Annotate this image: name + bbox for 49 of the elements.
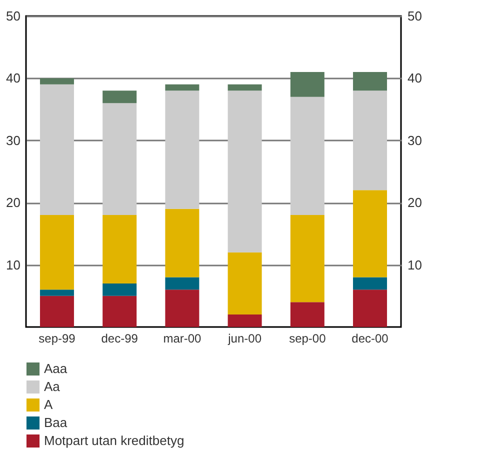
bar — [228, 84, 262, 91]
bar — [353, 72, 388, 91]
y-tick-label: 40 — [6, 70, 20, 86]
legend-label: Aaa — [44, 361, 68, 376]
bar — [102, 103, 137, 216]
bar — [290, 215, 324, 302]
bar — [102, 296, 137, 327]
bar — [353, 190, 388, 278]
bar — [228, 314, 262, 327]
bar — [290, 302, 324, 327]
x-tick-label: jun-00 — [227, 332, 262, 346]
bar — [40, 215, 74, 290]
y-tick-label: 10 — [6, 257, 20, 272]
bar — [353, 90, 388, 190]
bar — [290, 72, 324, 97]
bar — [102, 90, 137, 104]
bar — [290, 96, 324, 216]
bar — [353, 290, 388, 327]
bar — [40, 84, 74, 216]
y-tick-label: 30 — [6, 132, 20, 148]
bar — [102, 283, 137, 296]
y2-tick-label: 40 — [408, 70, 422, 86]
bar — [165, 84, 200, 91]
x-tick-label: mar-00 — [163, 332, 202, 346]
x-tick-label: dec-99 — [101, 332, 138, 346]
y2-tick-label: 10 — [408, 257, 422, 272]
bar — [40, 296, 74, 327]
legend-label: Aa — [44, 379, 61, 394]
bar — [228, 252, 262, 315]
legend-label: Baa — [44, 415, 68, 430]
y-tick-label: 50 — [6, 8, 20, 24]
bar — [102, 215, 137, 284]
bar — [228, 90, 262, 252]
x-tick-label: sep-99 — [38, 332, 76, 346]
bar — [165, 277, 200, 290]
bar — [40, 78, 74, 84]
y-tick-label: 20 — [6, 195, 20, 210]
bar — [40, 290, 74, 296]
bar — [165, 208, 200, 278]
y2-tick-label: 50 — [408, 8, 422, 24]
x-tick-label: dec-00 — [352, 332, 389, 346]
x-tick-label: sep-00 — [289, 332, 326, 346]
bar — [165, 90, 200, 209]
bar — [165, 290, 200, 327]
y2-tick-label: 20 — [408, 195, 422, 210]
legend-label: A — [44, 397, 53, 412]
legend-label: Motpart utan kreditbetyg — [44, 433, 184, 448]
y2-tick-label: 30 — [408, 132, 422, 148]
bar — [353, 277, 388, 290]
